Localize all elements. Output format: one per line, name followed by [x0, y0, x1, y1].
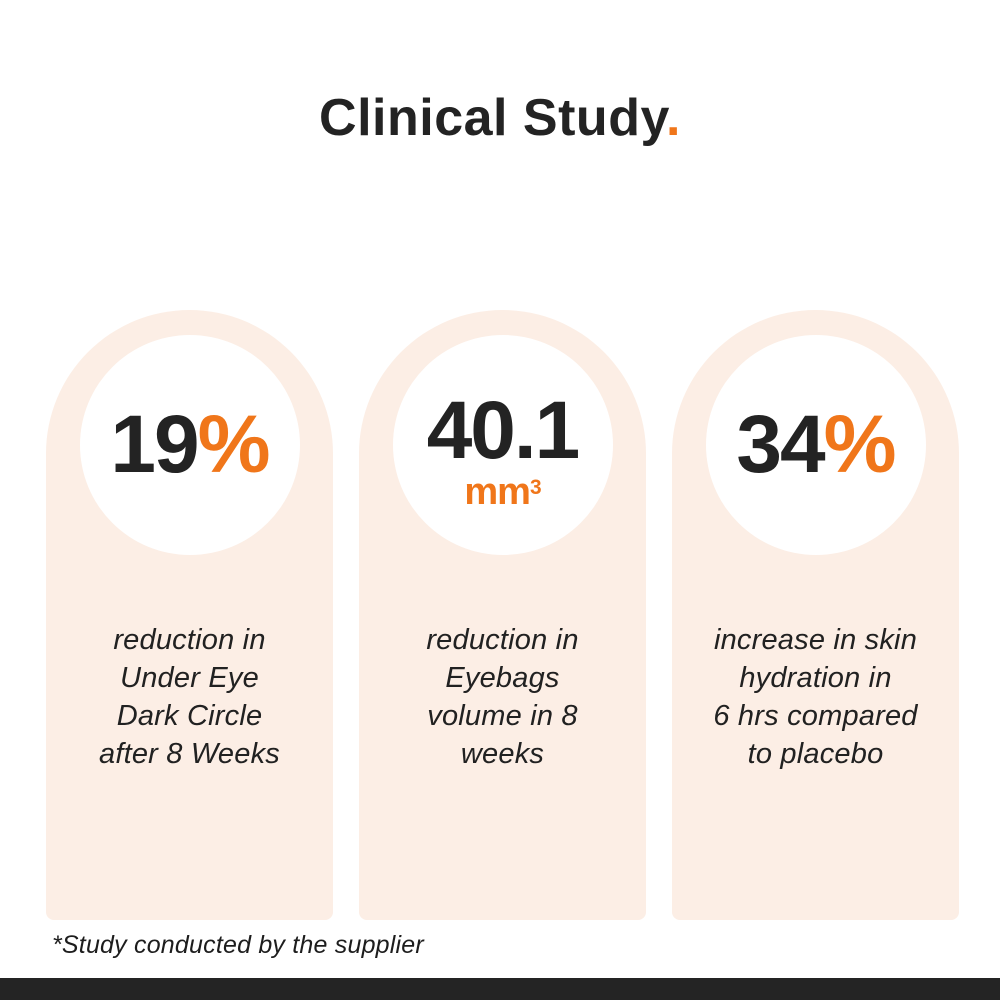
stat-value: 40.1 — [427, 390, 581, 472]
stat-value: 34% — [736, 404, 896, 486]
study-disclaimer: *Study conducted by the supplier — [52, 931, 424, 959]
desc-line: after 8 Weeks — [99, 738, 280, 770]
desc-line: Under Eye — [120, 662, 259, 694]
stat-circle: 40.1 mm3 — [392, 335, 613, 555]
stat-card-eyebags-volume: 40.1 mm3 reduction in Eyebags volume in … — [359, 310, 646, 920]
desc-line: Eyebags — [445, 662, 560, 694]
stat-number: 19 — [110, 399, 199, 490]
stat-circle: 34% — [705, 335, 926, 555]
title-text: Clinical Study — [319, 89, 667, 147]
desc-line: weeks — [460, 738, 545, 770]
stat-description: increase in skin hydration in 6 hrs comp… — [672, 621, 959, 773]
stat-description: reduction in Under Eye Dark Circle after… — [46, 621, 333, 773]
stat-unit: mm3 — [464, 471, 542, 514]
stat-number: 40.1 — [426, 385, 581, 477]
desc-line: volume in 8 — [427, 700, 578, 732]
stat-percent-sign: % — [197, 399, 271, 490]
stat-percent-sign: % — [823, 399, 897, 490]
stat-number: 34 — [736, 399, 825, 490]
desc-line: reduction in — [426, 624, 579, 656]
unit-base: mm — [464, 471, 531, 514]
stat-card-dark-circle: 19% reduction in Under Eye Dark Circle a… — [46, 310, 333, 920]
desc-line: Dark Circle — [116, 700, 263, 732]
title-accent-dot: . — [666, 89, 681, 147]
desc-line: hydration in — [739, 662, 892, 694]
bottom-bar — [0, 978, 1000, 1000]
stat-card-skin-hydration: 34% increase in skin hydration in 6 hrs … — [672, 310, 959, 920]
unit-superscript: 3 — [529, 475, 542, 499]
desc-line: increase in skin — [713, 624, 918, 656]
stat-value: 19% — [110, 404, 270, 486]
stat-cards-row: 19% reduction in Under Eye Dark Circle a… — [46, 310, 959, 920]
desc-line: to placebo — [747, 738, 884, 770]
desc-line: 6 hrs compared — [713, 700, 918, 732]
page-title: Clinical Study. — [0, 92, 1000, 144]
desc-line: reduction in — [113, 624, 266, 656]
stat-circle: 19% — [79, 335, 300, 555]
stat-description: reduction in Eyebags volume in 8 weeks — [359, 621, 646, 773]
